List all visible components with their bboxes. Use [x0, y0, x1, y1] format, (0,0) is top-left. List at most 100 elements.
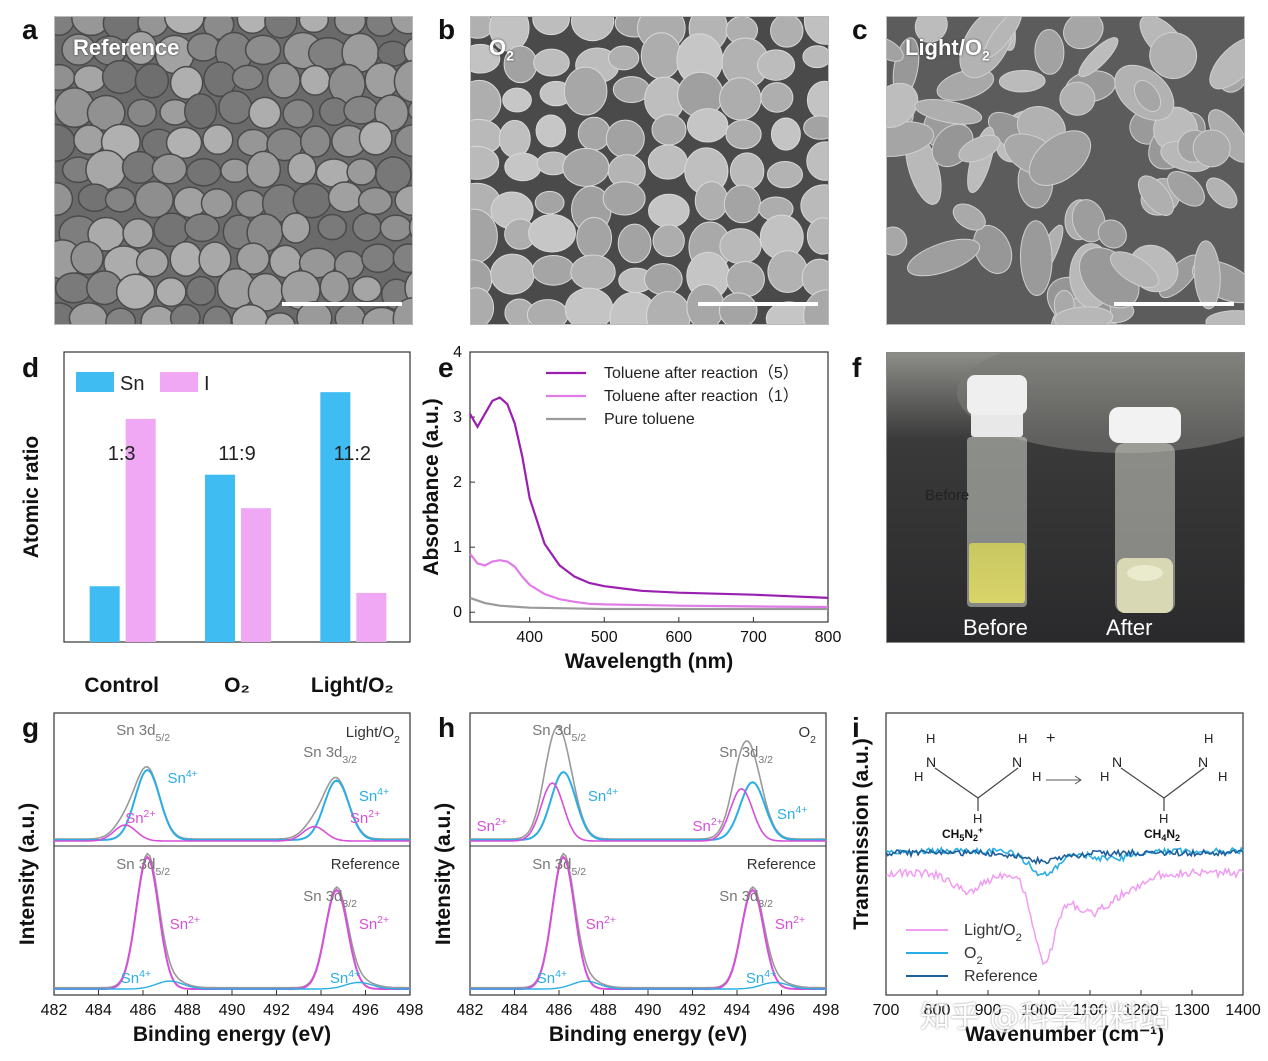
sem-grain [498, 119, 531, 158]
sem-grain [390, 17, 412, 35]
sem-grain [55, 182, 74, 217]
sem-texture-reference [55, 17, 412, 324]
sem-grain [756, 49, 796, 81]
y-tick-label: 0 [453, 604, 462, 621]
sem-grain [236, 242, 270, 275]
bar-sn-0 [89, 586, 120, 642]
series-line [469, 596, 828, 611]
sem-grain [648, 193, 690, 229]
legend-label: Toluene after reaction（1） [604, 387, 799, 405]
x-tick-label: 1100 [1073, 1002, 1108, 1019]
sem-grain [907, 238, 981, 277]
sem-grain [719, 228, 762, 265]
plot-frame [63, 351, 411, 643]
sem-grain [266, 62, 301, 99]
sem-grain [319, 270, 351, 304]
sem-grain [352, 212, 382, 242]
sem-grain [104, 186, 136, 213]
sn4-label: Sn4+ [777, 804, 807, 823]
sem-grain [770, 17, 804, 48]
formula-left: CH5N2+ [942, 825, 983, 843]
xps-light-o2-chart: 482 484 486 488 490 492 494 496 498 Binding energ… [16, 712, 423, 1046]
sem-grain [184, 213, 220, 243]
x-tick-label: 800 [815, 629, 842, 646]
x-tick-label: 488 [590, 1002, 617, 1019]
sem-grain [531, 254, 575, 286]
sem-grain [1192, 129, 1231, 168]
sem-grain [914, 99, 983, 125]
sem-texture-light-o2 [887, 17, 1244, 324]
absorbance-line-chart: 400 500 600 700 800 0 1 2 3 4 Toluene after reacti… [420, 344, 842, 673]
sem-grain [299, 64, 331, 96]
bar-sn-1 [205, 474, 235, 642]
panel-letter-a: a [22, 14, 38, 45]
x-tick-label: 484 [501, 1002, 528, 1019]
y-axis-label: Intensity (a.u.) [16, 803, 39, 945]
sn2-line [54, 824, 410, 842]
sem-grain [408, 216, 412, 238]
sem-grain [244, 34, 282, 66]
sem-grain [528, 213, 576, 253]
sem-grain [185, 275, 217, 306]
sem-grain [317, 213, 348, 241]
peak-label: Sn 3d5/2 [116, 856, 170, 878]
x-tick-label: 498 [813, 1002, 840, 1019]
sem-grain [404, 271, 412, 305]
x-tick-label: 1400 [1225, 1002, 1261, 1019]
sem-grain [185, 157, 222, 187]
sem-grain [1137, 175, 1174, 216]
ratio-annotation: 11:9 [218, 443, 255, 465]
sem-label-o2: O2 [489, 35, 514, 64]
sem-grain [1205, 310, 1244, 324]
sem-grain [394, 124, 412, 158]
before-label: Before [963, 615, 1028, 640]
charge-sign: + [1046, 730, 1055, 747]
legend-label: Sn [120, 373, 144, 395]
sem-grain [1071, 199, 1106, 243]
sem-grain [729, 152, 765, 190]
atom-label: H [1159, 811, 1168, 826]
sem-grain [605, 119, 645, 158]
sn4-line [470, 770, 826, 841]
category-label: Light/O₂ [311, 674, 394, 697]
bar-i-2 [356, 592, 387, 642]
x-tick-label: 400 [516, 629, 543, 646]
x-axis-label: Binding energy (eV) [549, 1023, 747, 1046]
sem-grain [186, 32, 221, 62]
atom-label: N [926, 754, 936, 770]
sn2-label: Sn2+ [586, 914, 616, 933]
x-tick-label: 494 [308, 1002, 335, 1019]
plot-frame [469, 351, 829, 623]
sem-grain [169, 303, 201, 324]
sn4-line [54, 768, 410, 841]
sem-image-light-o2: Light/O2 [886, 16, 1245, 325]
sem-grain [766, 161, 804, 189]
atom-label: H [1204, 731, 1213, 746]
sem-image-reference: Reference [54, 16, 413, 325]
sem-grain [280, 212, 311, 244]
sn4-label: Sn4+ [359, 786, 389, 805]
scale-bar [1114, 302, 1234, 306]
sn4-label: Sn4+ [746, 968, 776, 987]
x-tick-label: 486 [546, 1002, 573, 1019]
bar-i-0 [125, 418, 156, 642]
sem-grain [767, 250, 808, 294]
sem-grain [115, 273, 156, 311]
sem-grain [998, 69, 1046, 93]
sem-grain [887, 82, 919, 129]
x-tick-label: 1200 [1123, 1002, 1159, 1019]
x-axis-label: Binding energy (eV) [133, 1023, 331, 1046]
sem-grain [1059, 81, 1096, 116]
sem-grain [134, 63, 170, 99]
sem-grain [504, 152, 542, 182]
sem-grain [164, 17, 205, 35]
series-line [469, 396, 829, 599]
sem-grain [1019, 220, 1053, 296]
panel-letter-h: h [438, 712, 456, 743]
sem-grain [393, 59, 412, 103]
condition-label: O2 [798, 724, 816, 746]
sn4-label: Sn4+ [121, 968, 151, 987]
sem-grain [298, 17, 330, 34]
peak-label: Sn 3d5/2 [532, 856, 586, 878]
